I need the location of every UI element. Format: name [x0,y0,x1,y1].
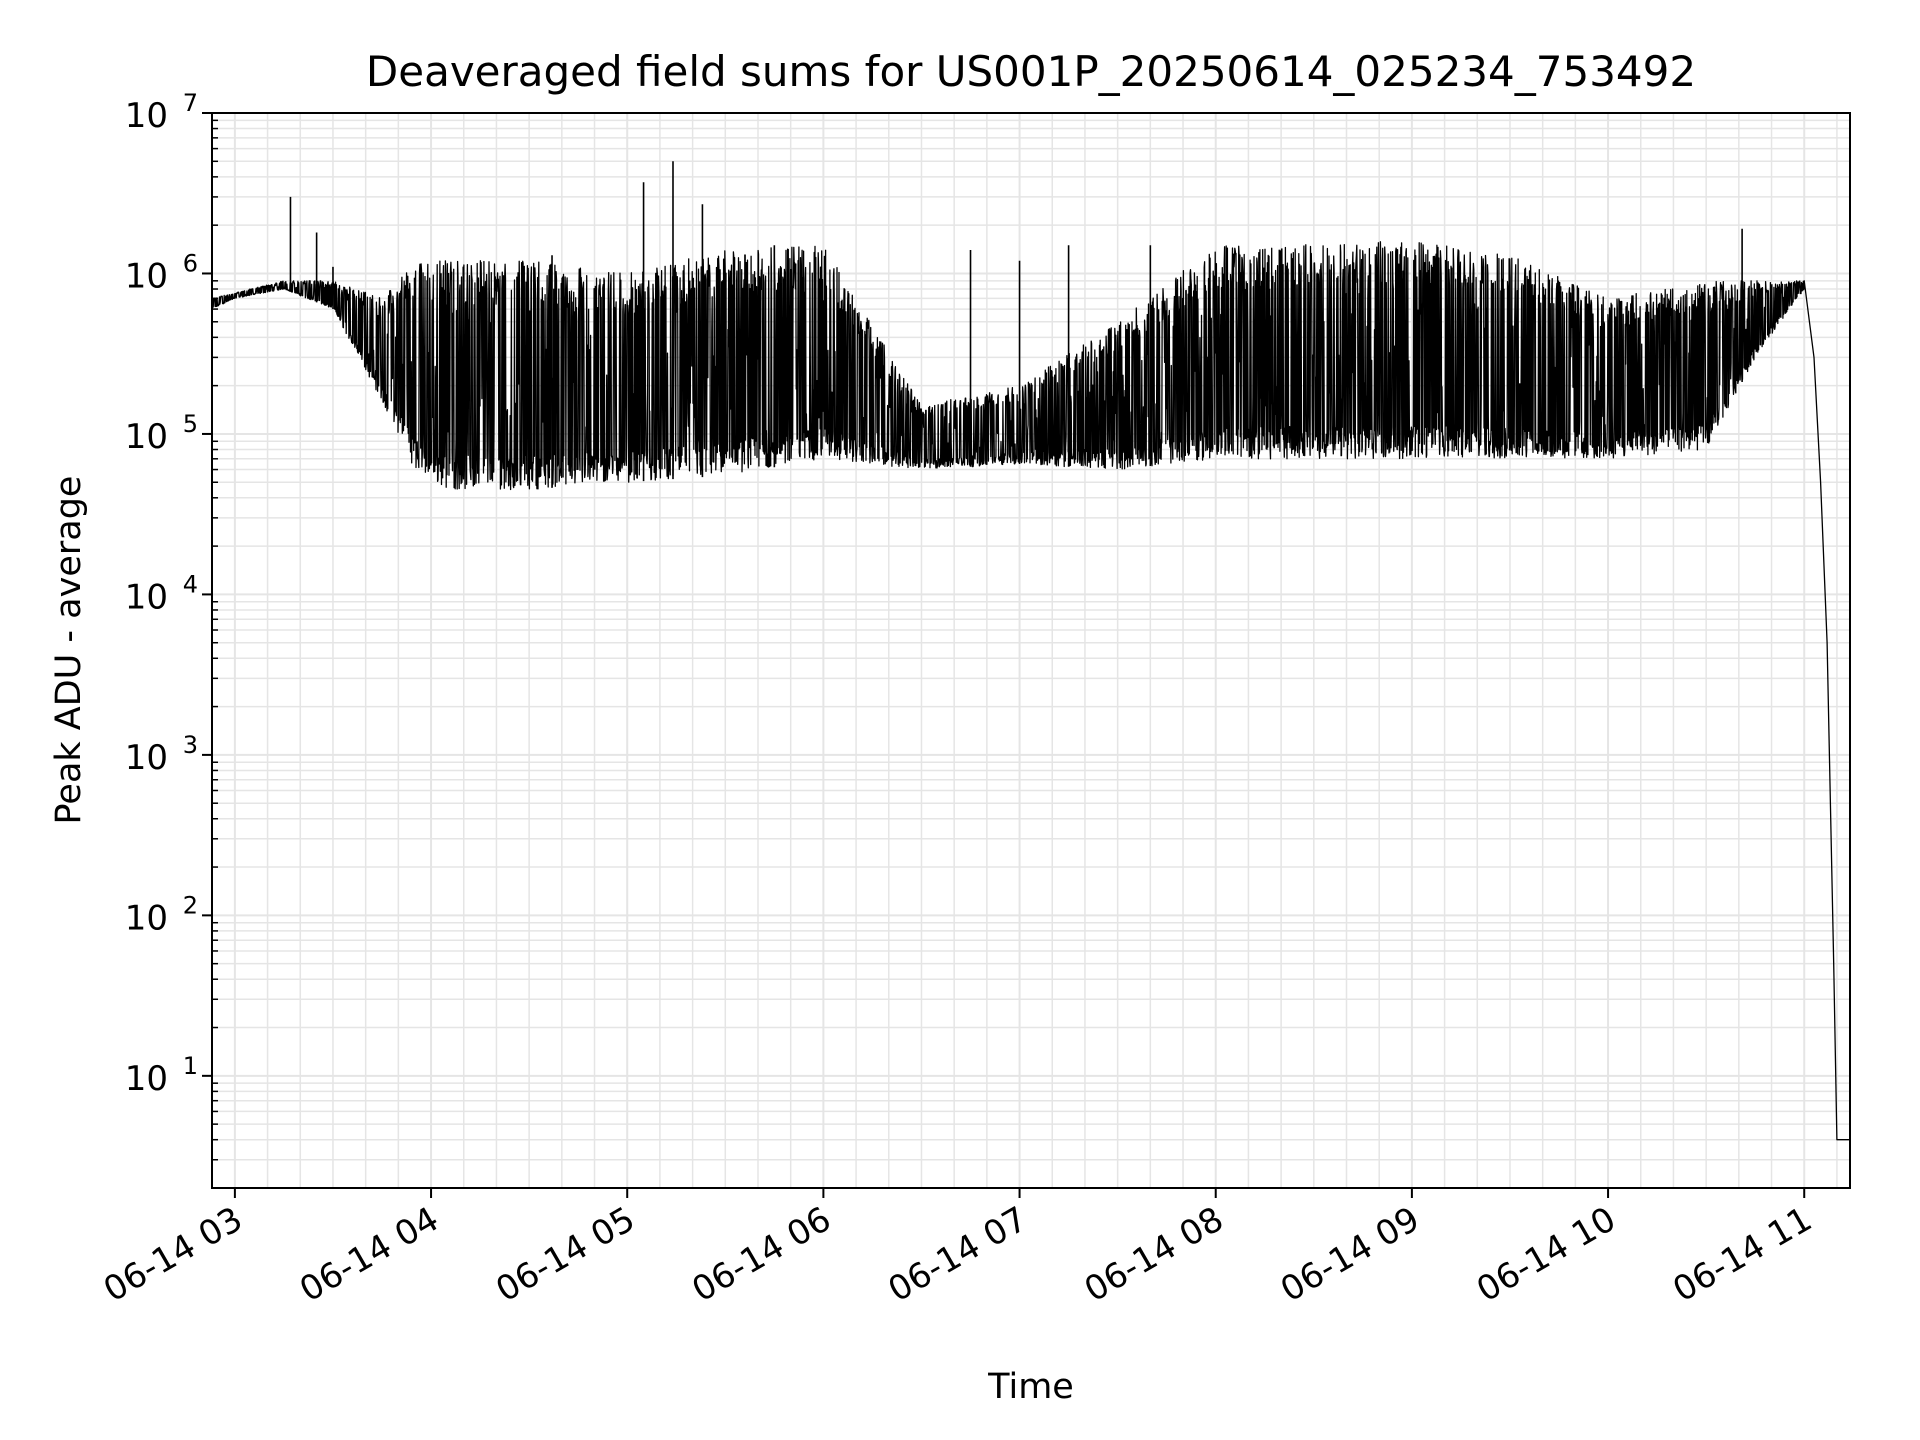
plot-frame [211,112,1851,1189]
y-tick-label: 10 [125,738,168,778]
y-tick-exponent: 7 [183,89,198,117]
y-tick-label: 10 [125,256,168,296]
y-axis-label: Peak ADU - average [49,476,89,825]
y-tick-exponent: 6 [183,249,198,277]
y-tick-label: 10 [125,417,168,457]
y-tick-label: 10 [125,898,168,938]
y-tick-exponent: 2 [183,891,198,919]
y-tick-exponent: 3 [183,731,198,759]
y-tick-label: 10 [125,96,168,136]
series-line [211,161,1850,1141]
y-tick-exponent: 1 [183,1052,198,1080]
y-axis: 10 1 10 2 10 3 10 4 10 5 10 6 10 7 [125,89,212,1099]
y-tick-exponent: 4 [183,570,198,598]
y-tick-exponent: 5 [183,410,198,438]
x-axis-label: Time [987,1367,1074,1407]
series-line-path [211,241,1850,1141]
y-tick-label: 10 [125,1059,168,1099]
y-tick-label: 10 [125,577,168,617]
chart-title: Deaveraged field sums for US001P_2025061… [366,47,1696,96]
